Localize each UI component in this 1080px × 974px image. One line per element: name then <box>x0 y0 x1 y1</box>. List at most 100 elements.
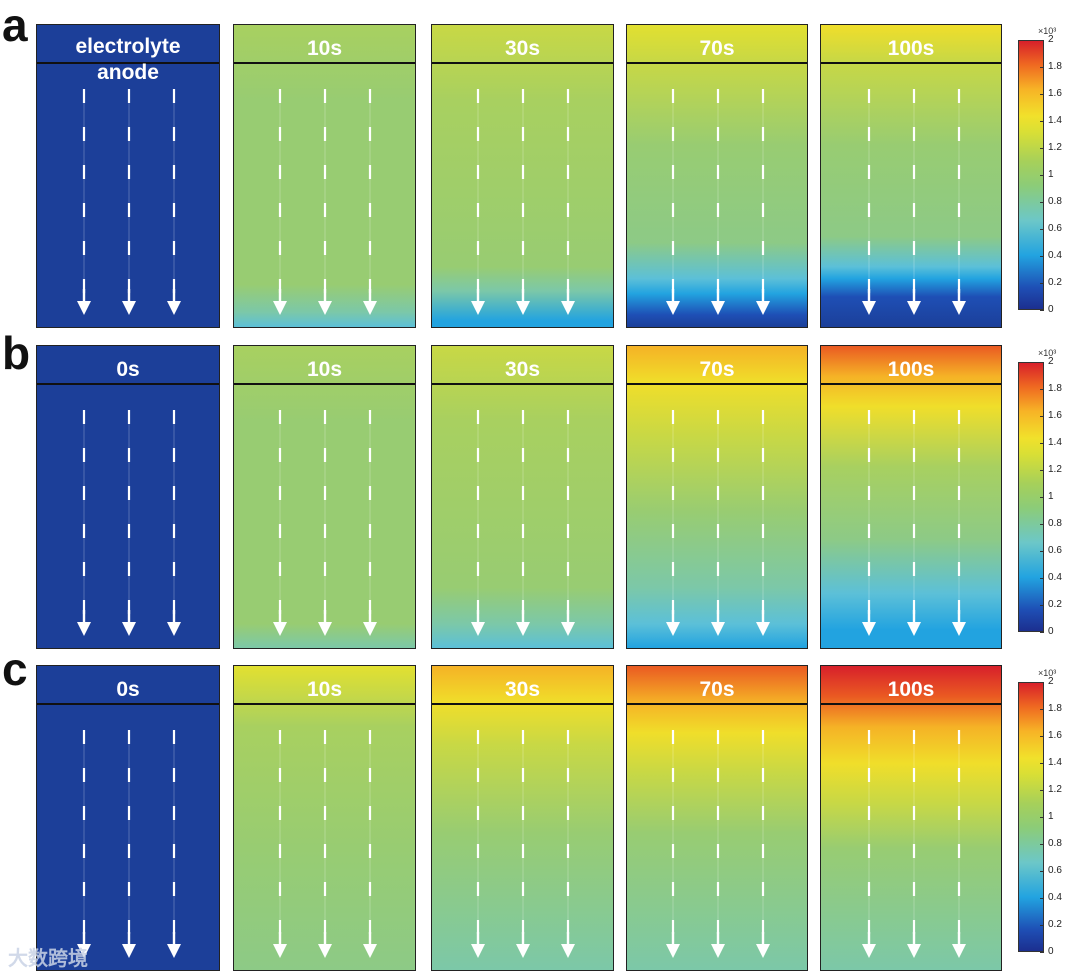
interface-line <box>432 383 613 385</box>
panel-time-label: 70s <box>699 37 735 60</box>
colorbar-tick-label: 0.6 <box>1048 545 1062 556</box>
row-label-b: b <box>2 327 31 379</box>
current-arrow-icon <box>907 730 921 958</box>
panel-b-5: 100s <box>820 345 1002 649</box>
colorbar-tick-mark <box>1040 175 1044 176</box>
current-arrow-icon <box>516 89 530 315</box>
panel-time-label: 10s <box>306 37 343 60</box>
panel-time-label: 100s <box>887 678 935 701</box>
flow-arrows <box>666 410 770 636</box>
flow-arrows <box>77 410 181 636</box>
watermark: 大数跨境 <box>8 946 88 970</box>
panel-time-label: 70s <box>699 358 735 381</box>
current-arrow-icon <box>952 730 966 958</box>
current-arrow-icon <box>862 89 876 315</box>
colorbar-tick-mark <box>1040 148 1044 149</box>
interface-line <box>432 62 613 64</box>
panel-c-1: 0s <box>36 665 220 971</box>
current-arrow-icon <box>907 89 921 315</box>
colorbar-tick-mark <box>1040 632 1044 633</box>
panel-time-label: 30s <box>504 37 541 60</box>
colorbar-tick-mark <box>1040 121 1044 122</box>
colorbar-tick-mark <box>1040 871 1044 872</box>
colorbar-exponent: ×10³ <box>1038 26 1057 36</box>
flow-arrows <box>862 730 966 958</box>
current-arrow-icon <box>666 410 680 636</box>
flow-arrows <box>862 89 966 315</box>
flow-arrows <box>273 89 377 315</box>
panel-time-label: 0s <box>116 358 140 381</box>
flow-arrows <box>471 89 575 315</box>
current-arrow-icon <box>363 89 377 315</box>
interface-line <box>627 62 807 64</box>
current-arrow-icon <box>711 410 725 636</box>
flow-arrows <box>77 89 181 315</box>
colorbar-tick-label: 1 <box>1048 811 1054 822</box>
current-arrow-icon <box>666 89 680 315</box>
panel-b-2: 10s <box>233 345 416 649</box>
colorbar-tick-label: 1.4 <box>1048 437 1062 448</box>
panel-time-label: electrolyte <box>75 35 181 58</box>
colorbar-tick-label: 0.4 <box>1048 572 1062 583</box>
current-arrow-icon <box>167 410 181 636</box>
colorbar-tick-label: 0 <box>1048 626 1054 637</box>
current-arrow-icon <box>756 89 770 315</box>
colorbar-tick-label: 1.4 <box>1048 757 1062 768</box>
colorbar-tick-mark <box>1040 443 1044 444</box>
current-arrow-icon <box>122 89 136 315</box>
colorbar-tick-label: 1 <box>1048 491 1054 502</box>
colorbar-tick-label: 1.2 <box>1048 464 1062 475</box>
colorbar-tick-mark <box>1040 551 1044 552</box>
colorbar-tick-mark <box>1040 898 1044 899</box>
current-arrow-icon <box>561 89 575 315</box>
colorbar-tick-mark <box>1040 497 1044 498</box>
colorbar-tick-label: 0.2 <box>1048 599 1062 610</box>
colorbar-tick-label: 2 <box>1048 676 1054 687</box>
panel-sublabel: anode <box>97 61 159 84</box>
colorbar-tick-label: 0.8 <box>1048 838 1062 849</box>
colorbar-tick-mark <box>1040 283 1044 284</box>
colorbar-tick-label: 1.6 <box>1048 730 1062 741</box>
current-arrow-icon <box>711 730 725 958</box>
colorbar-tick-label: 1.6 <box>1048 410 1062 421</box>
colorbar-tick-mark <box>1040 736 1044 737</box>
colorbar-tick-label: 0 <box>1048 304 1054 315</box>
current-arrow-icon <box>561 410 575 636</box>
colorbar-tick-label: 0.4 <box>1048 250 1062 261</box>
current-arrow-icon <box>122 730 136 958</box>
interface-line <box>234 62 415 64</box>
current-arrow-icon <box>77 730 91 958</box>
current-arrow-icon <box>952 89 966 315</box>
colorbar-tick-mark <box>1040 389 1044 390</box>
colorbar-tick-label: 0.6 <box>1048 223 1062 234</box>
panel-a-4: 70s <box>626 24 808 328</box>
current-arrow-icon <box>907 410 921 636</box>
colorbar-b <box>1018 362 1044 632</box>
current-arrow-icon <box>77 410 91 636</box>
colorbar-tick-label: 1.8 <box>1048 383 1062 394</box>
panel-time-label: 30s <box>504 678 541 701</box>
panel-time-label: 10s <box>306 678 343 701</box>
interface-line <box>627 383 807 385</box>
current-arrow-icon <box>363 730 377 958</box>
current-arrow-icon <box>952 410 966 636</box>
flow-arrows <box>273 730 377 958</box>
colorbar-tick-mark <box>1040 94 1044 95</box>
colorbar-tick-mark <box>1040 40 1044 41</box>
interface-line <box>821 383 1001 385</box>
panel-time-label: 100s <box>887 37 935 60</box>
panel-b-4: 70s <box>626 345 808 649</box>
row-label-a: a <box>2 0 28 51</box>
current-arrow-icon <box>318 89 332 315</box>
colorbar-tick-mark <box>1040 578 1044 579</box>
colorbar-tick-label: 0 <box>1048 946 1054 957</box>
panel-c-5: 100s <box>820 665 1002 971</box>
colorbar-tick-mark <box>1040 817 1044 818</box>
flow-arrows <box>471 730 575 958</box>
colorbar-tick-mark <box>1040 844 1044 845</box>
panel-a-2: 10s <box>233 24 416 328</box>
flow-arrows <box>77 730 181 958</box>
colorbar-tick-label: 0.8 <box>1048 196 1062 207</box>
current-arrow-icon <box>471 410 485 636</box>
interface-line <box>627 703 807 705</box>
